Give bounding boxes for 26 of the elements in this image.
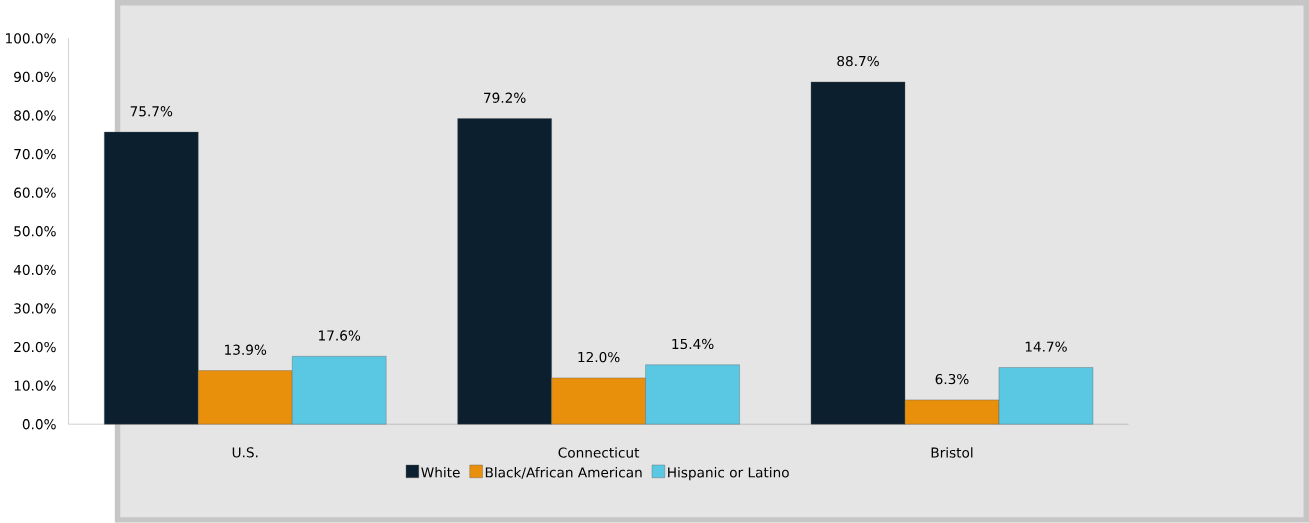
y-tick-label: 50.0% [14, 226, 56, 237]
data-label: 75.7% [130, 106, 173, 117]
y-tick-label: 40.0% [13, 264, 56, 276]
data-label: 6.3% [935, 374, 969, 385]
data-label: 14.7% [1025, 341, 1067, 352]
y-tick-label: 100.0% [6, 33, 56, 44]
x-tick-label: Connecticut [558, 447, 640, 458]
x-tick-label: U.S. [232, 447, 258, 458]
data-label: 12.0% [578, 352, 620, 363]
data-label: 79.2% [484, 92, 526, 104]
y-tick-label: 20.0% [14, 342, 56, 353]
y-tick-label: 30.0% [14, 303, 56, 314]
y-tick-label: 90.0% [14, 71, 56, 83]
y-tick-label: 60.0% [14, 187, 56, 198]
data-label: 15.4% [672, 338, 714, 350]
y-tick-label: 80.0% [14, 110, 56, 121]
legend-label: Hispanic or Latino [668, 467, 789, 481]
y-tick-label: 70.0% [14, 149, 56, 160]
y-tick-label: 10.0% [14, 380, 56, 391]
data-label: 17.6% [319, 330, 361, 341]
data-label: 13.9% [225, 344, 267, 356]
legend-label: White [421, 467, 460, 478]
legend-label: Black/African American [485, 467, 642, 479]
data-label: 88.7% [837, 56, 879, 67]
y-tick-label: 0.0% [22, 419, 56, 430]
x-tick-label: Bristol [931, 447, 973, 458]
